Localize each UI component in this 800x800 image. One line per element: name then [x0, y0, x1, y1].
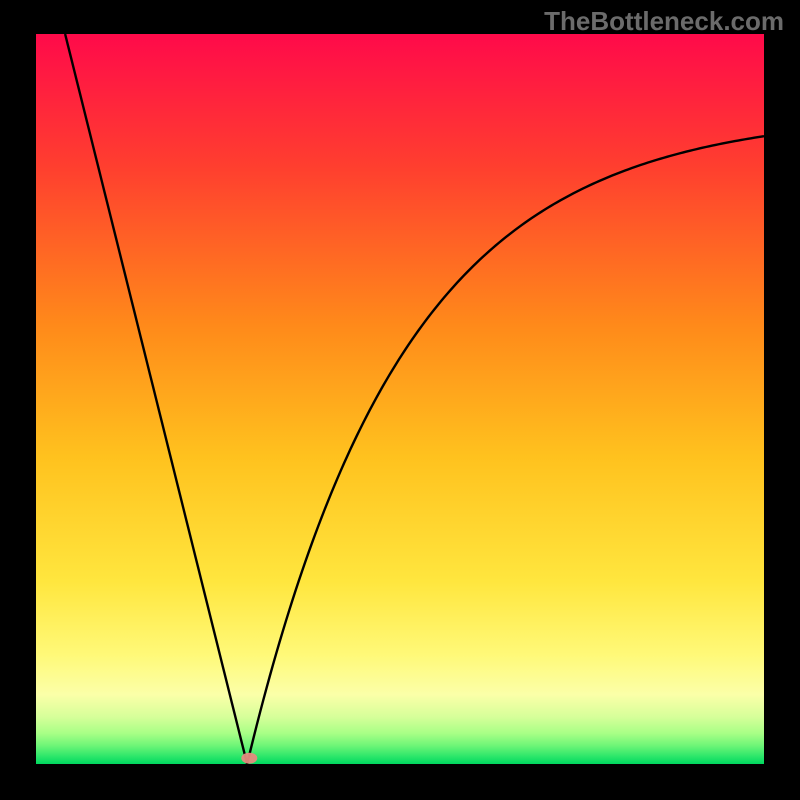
- gradient-background: [36, 34, 764, 764]
- bottleneck-chart: [36, 34, 764, 764]
- chart-container: TheBottleneck.com: [0, 0, 800, 800]
- optimal-point-marker: [241, 753, 257, 764]
- watermark-text: TheBottleneck.com: [544, 6, 784, 37]
